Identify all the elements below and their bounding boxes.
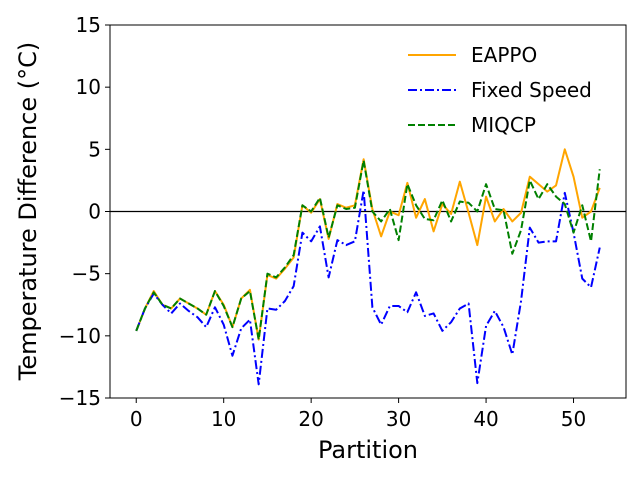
series-lines [110, 148, 626, 386]
x-tick-label: 50 [561, 407, 586, 431]
x-tick-label: 40 [473, 407, 498, 431]
x-tick-label: 10 [211, 407, 236, 431]
legend-label-0: EAPPO [471, 43, 537, 67]
y-axis-label: Temperature Difference (°C) [14, 42, 42, 382]
legend-label-2: MIQCP [471, 113, 536, 137]
y-tick-label: 5 [88, 137, 101, 161]
y-tick-label: −15 [59, 386, 101, 410]
x-tick-label: 0 [130, 407, 143, 431]
x-tick-label: 30 [386, 407, 411, 431]
x-tick-label: 20 [298, 407, 323, 431]
legend-label-1: Fixed Speed [471, 78, 592, 102]
legend: EAPPO Fixed Speed MIQCP [408, 43, 592, 137]
axes: 0 10 20 30 40 50 −15 −10 −5 0 5 10 15 [59, 13, 627, 431]
x-axis-label: Partition [318, 436, 418, 464]
y-tick-label: 15 [76, 13, 101, 37]
series-line-1 [135, 189, 601, 386]
series-line-2 [135, 159, 601, 341]
y-tick-label: 10 [76, 75, 101, 99]
y-tick-label: −10 [59, 324, 101, 348]
y-tick-label: 0 [88, 200, 101, 224]
y-tick-label: −5 [72, 262, 101, 286]
